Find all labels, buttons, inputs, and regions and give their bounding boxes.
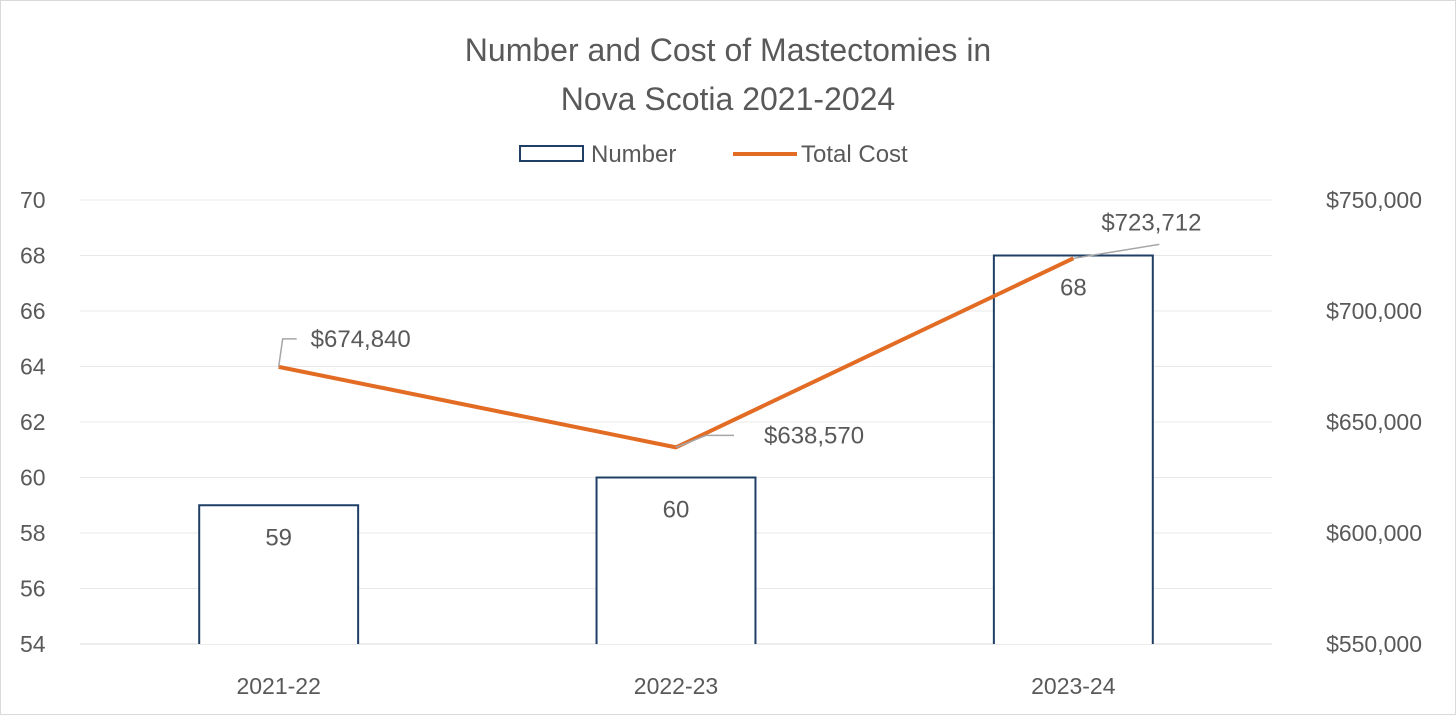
y-right-tick-label: $750,000 <box>1326 187 1422 213</box>
x-tick-label: 2022-23 <box>634 673 718 699</box>
bar-series-number <box>198 254 1154 644</box>
legend-number-swatch <box>519 145 584 162</box>
bar-data-label: 68 <box>1060 275 1087 302</box>
bar <box>595 476 757 644</box>
y-right-tick-label: $600,000 <box>1326 520 1422 546</box>
y-left-tick-label: 58 <box>20 520 46 546</box>
y-left-tick-label: 54 <box>20 631 46 657</box>
line-label-leader <box>675 434 734 449</box>
y-left-tick-label: 68 <box>20 243 46 269</box>
line-data-label: $723,712 <box>1101 209 1201 236</box>
line-label-leader <box>1073 243 1160 260</box>
legend-total-cost-label: Total Cost <box>801 141 908 168</box>
y-left-tick-label: 64 <box>20 354 46 380</box>
bar <box>198 504 360 644</box>
bar <box>992 254 1154 644</box>
y-left-tick-label: 66 <box>20 298 46 324</box>
legend-number-label: Number <box>591 141 676 168</box>
bar-data-label: 60 <box>663 497 690 524</box>
line-data-label: $674,840 <box>311 326 411 353</box>
x-tick-label: 2023-24 <box>1031 673 1116 699</box>
line-label-leader <box>277 338 297 367</box>
chart-title-line-2: Nova Scotia 2021-2024 <box>561 81 895 117</box>
legend: Number Total Cost <box>519 141 908 168</box>
y-axis-left: 54 56 58 60 62 64 66 68 70 <box>20 187 46 657</box>
line-series-total-cost <box>278 256 1075 450</box>
y-axis-right: $550,000 $600,000 $650,000 $700,000 $750,000 <box>1326 187 1422 657</box>
y-left-tick-label: 62 <box>20 409 46 435</box>
x-tick-label: 2021-22 <box>236 673 320 699</box>
y-right-tick-label: $650,000 <box>1326 409 1422 435</box>
chart-title-line-1: Number and Cost of Mastectomies in <box>465 32 991 68</box>
y-left-tick-label: 56 <box>20 576 46 602</box>
y-left-tick-label: 70 <box>20 187 46 213</box>
total-cost-line <box>278 256 1075 450</box>
x-axis: 2021-22 2022-23 2023-24 <box>236 673 1115 699</box>
line-data-label: $638,570 <box>764 422 864 449</box>
y-left-tick-label: 60 <box>20 465 46 491</box>
bar-data-label: 59 <box>265 524 292 551</box>
y-right-tick-label: $550,000 <box>1326 631 1422 657</box>
data-labels: 59 60 68 $674,840 $638,570 $723,712 <box>265 209 1201 551</box>
y-right-tick-label: $700,000 <box>1326 298 1422 324</box>
